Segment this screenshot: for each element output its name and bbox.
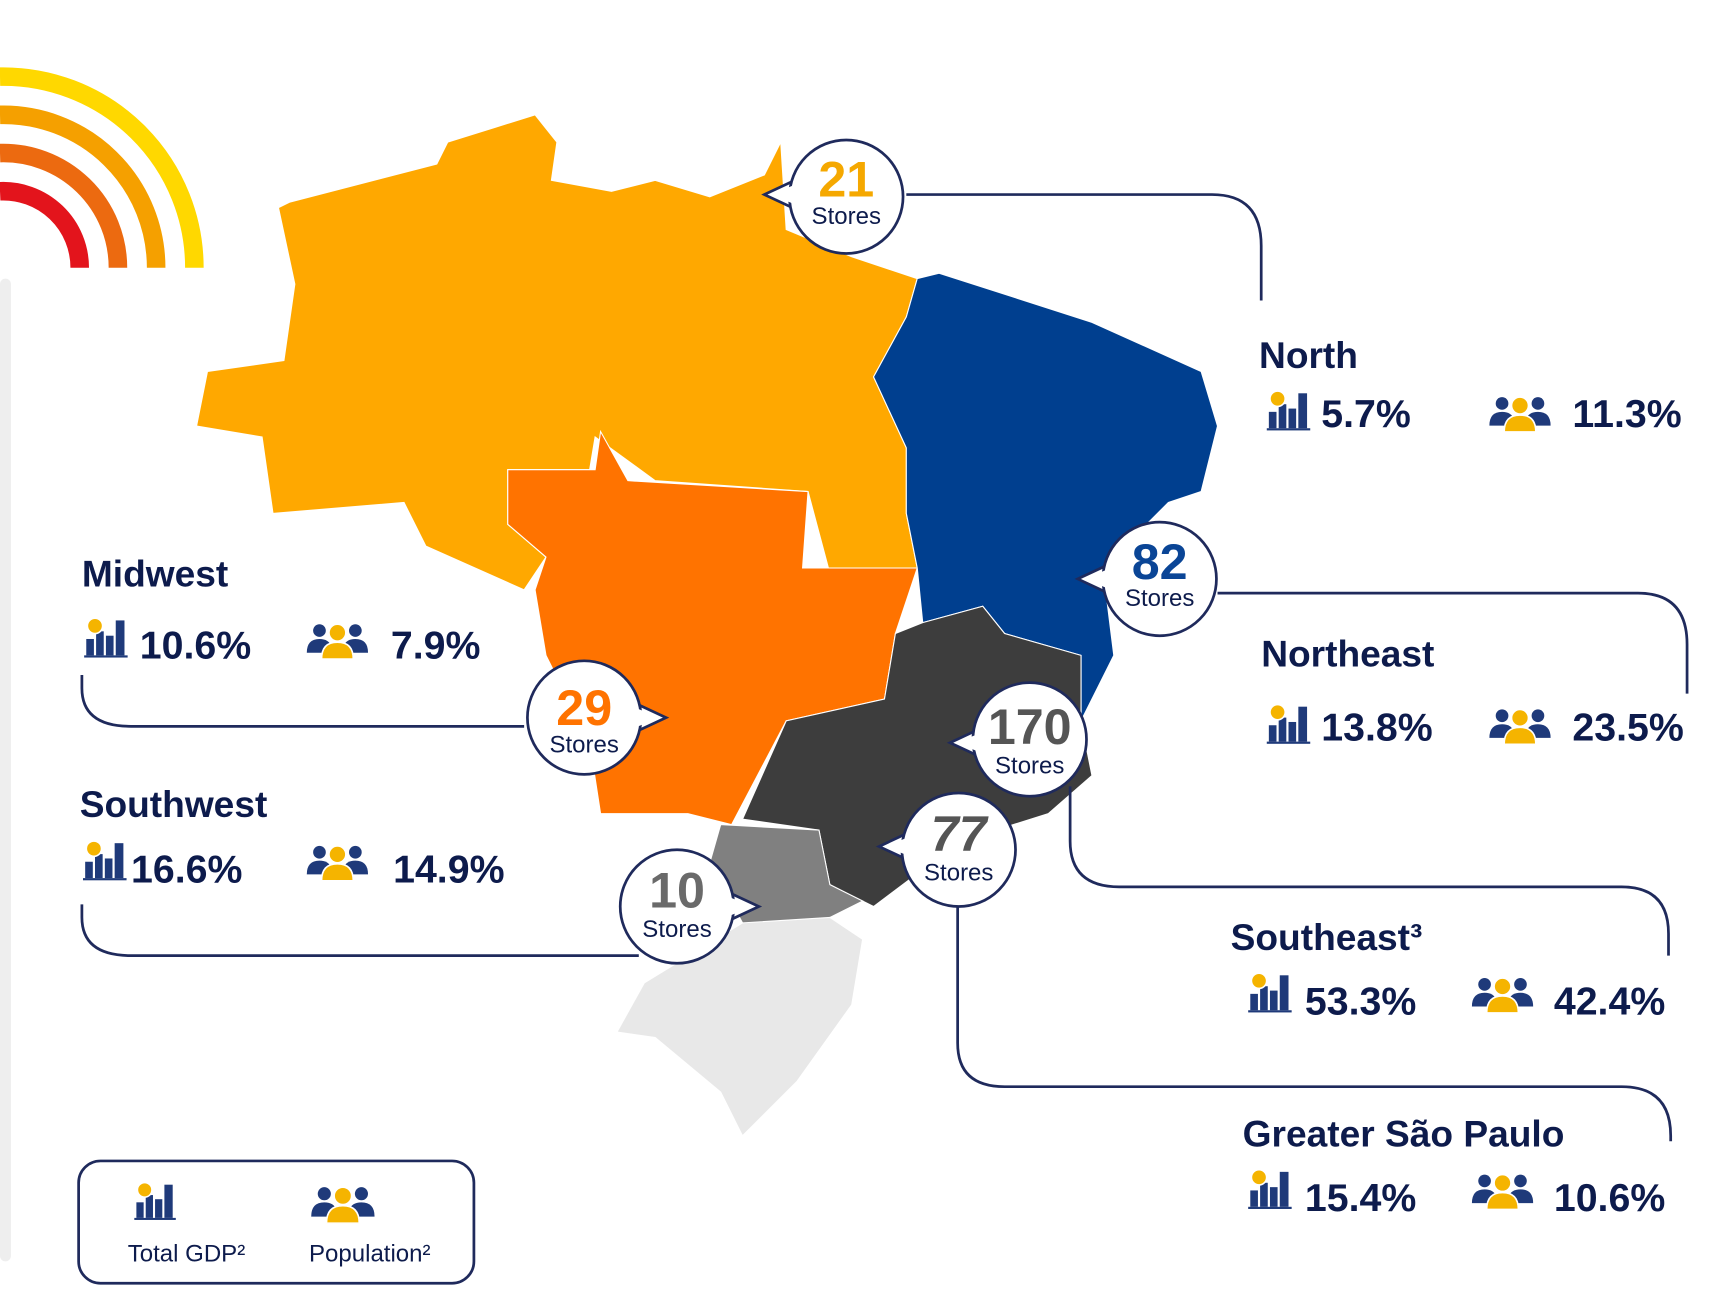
decor-arcs [0,67,204,269]
region-name: Greater São Paulo [1243,1113,1565,1155]
store-bubble: 82 Stores [1074,520,1218,638]
gdp-value: 16.6% [131,847,242,891]
population-value: 7.9% [391,624,481,668]
region-name: Northeast [1261,632,1434,674]
region-south [616,916,864,1137]
population-value: 42.4% [1554,980,1665,1024]
gdp-value: 15.4% [1305,1176,1416,1220]
region-stats: Greater São Paulo 15.4% 10.6% [1243,1113,1666,1220]
store-label: Stores [924,859,993,886]
gdp-value: 13.8% [1321,706,1432,750]
region-stats: Northeast 13.8% 23.5% [1261,632,1684,749]
connectors [80,193,1689,1142]
legend-population: Population² [309,1240,431,1267]
store-count: 21 [818,152,874,208]
population-value: 14.9% [393,847,504,891]
gdp-value: 10.6% [140,624,251,668]
store-label: Stores [1125,585,1194,612]
gdp-value: 5.7% [1321,392,1411,436]
store-label: Stores [812,203,881,230]
map [195,114,1219,1137]
store-bubble: 29 Stores [526,659,670,776]
store-count: 29 [556,680,612,736]
population-value: 10.6% [1554,1176,1665,1220]
store-count: 77 [931,806,989,862]
store-count: 10 [649,863,705,919]
store-bubble: 10 Stores [618,848,763,965]
store-label: Stores [995,752,1064,779]
region-southeast [741,605,1093,908]
store-label: Stores [642,916,711,943]
population-value: 23.5% [1572,706,1683,750]
legend-gdp: Total GDP² [128,1240,245,1267]
region-name: Southeast³ [1231,916,1423,958]
region-stats: North 5.7% 11.3% [1259,334,1682,436]
store-count: 170 [988,699,1072,755]
region-stats: Southwest 16.6% 14.9% [80,783,505,892]
store-count: 82 [1132,534,1188,590]
region-stats: Midwest 10.6% 7.9% [82,553,481,668]
store-bubble: 170 Stores [946,681,1088,798]
region-name: Midwest [82,553,228,595]
legend: Total GDP² Population² [77,1159,476,1285]
side-band [0,278,11,1262]
population-value: 11.3% [1572,392,1681,436]
store-label: Stores [549,732,618,759]
region-name: North [1259,334,1358,376]
region-stats: Southeast³ 53.3% 42.4% [1231,916,1666,1023]
region-name: Southwest [80,783,268,825]
store-bubble: 77 Stores [875,791,1017,908]
store-bubble: 21 Stores [761,138,905,255]
gdp-value: 53.3% [1305,980,1416,1024]
